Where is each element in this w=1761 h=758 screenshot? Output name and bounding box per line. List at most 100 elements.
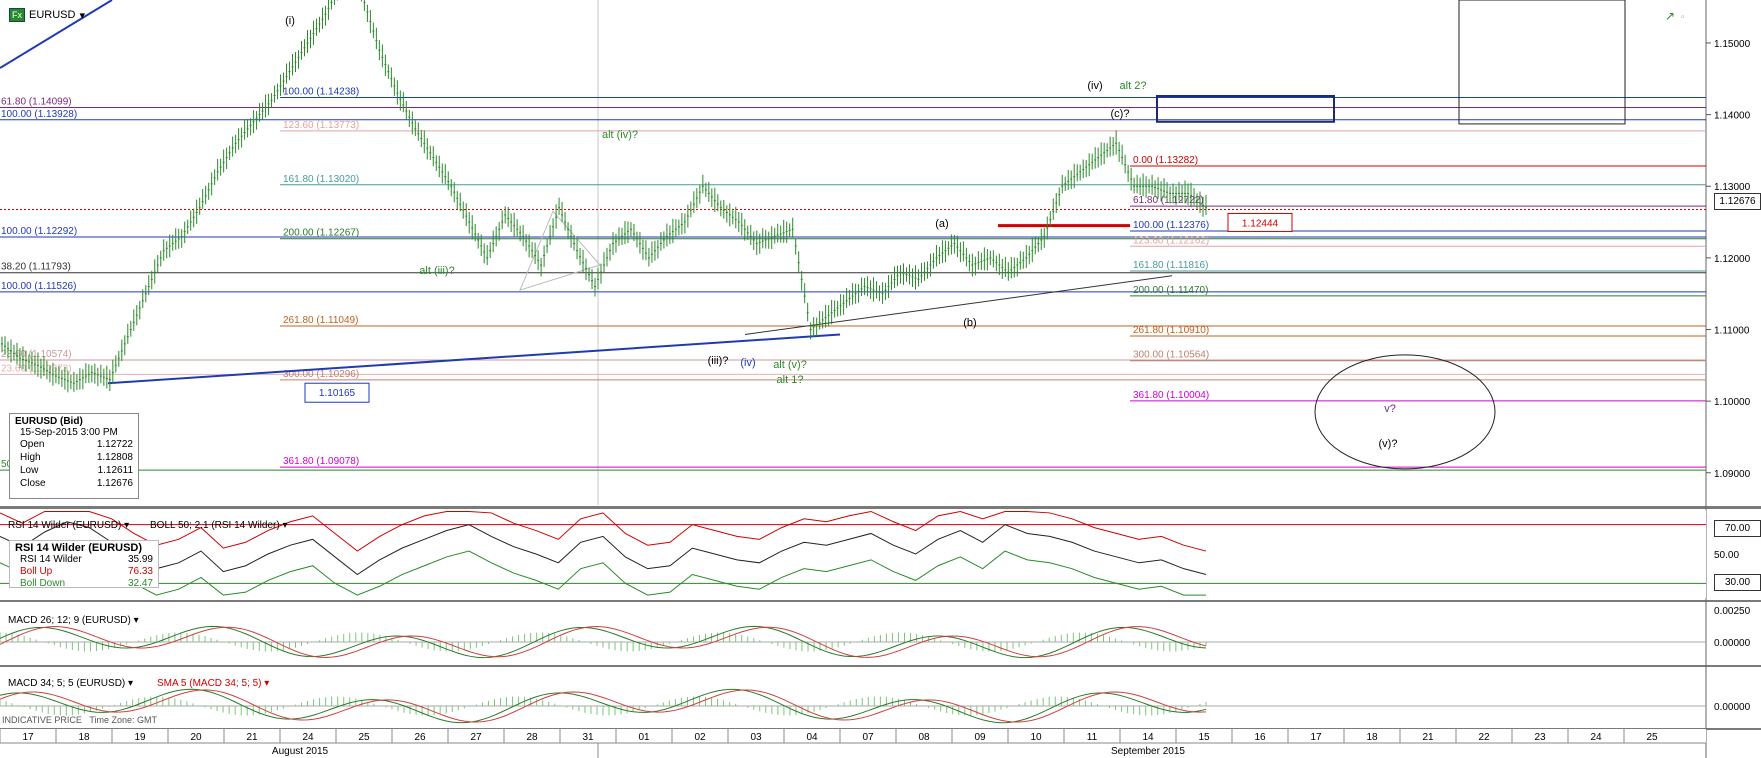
- wave-label: (iii)?: [708, 355, 729, 367]
- rsi-70-badge: 70.00: [1714, 520, 1761, 537]
- rsi-row: RSI 14 Wilder 35.99: [10, 554, 158, 566]
- red-level-label: 1.12444: [1242, 218, 1279, 229]
- fib-label: 261.80 (1.11049): [283, 315, 358, 326]
- date-label: 21: [1422, 732, 1434, 743]
- fib-label: 300.00 (1.10296): [283, 369, 359, 380]
- date-axis-bg: [0, 729, 1706, 743]
- symbol-name: EURUSD: [29, 9, 76, 21]
- price-tick-label: 1.14000: [1714, 111, 1751, 122]
- time-zone: Time Zone: GMT: [89, 715, 158, 725]
- wave-label: alt (v)?: [773, 359, 807, 371]
- fib-label: 100.00 (1.12376): [1133, 220, 1209, 231]
- date-label: 21: [246, 732, 258, 743]
- indicative-price: INDICATIVE PRICE: [2, 715, 82, 725]
- window-icon: ▫: [1681, 12, 1685, 23]
- macd-tick-label: 0.00000: [1714, 702, 1751, 713]
- target-ellipse: [1314, 354, 1496, 470]
- ohlc-datetime: 15-Sep-2015 3:00 PM: [20, 427, 118, 438]
- date-label: 15: [1198, 732, 1210, 743]
- date-label: 10: [1030, 732, 1042, 743]
- ohlc-key: Low: [20, 465, 39, 476]
- date-label: 17: [22, 732, 34, 743]
- ohlc-row: Low 1.12611: [10, 464, 138, 477]
- rsi-pane-label[interactable]: RSI 14 Wilder (EURUSD) ▾: [8, 520, 130, 531]
- trendline: [107, 333, 841, 385]
- ohlc-value: 1.12722: [96, 439, 133, 450]
- ohlc-tooltip: EURUSD (Bid) 15-Sep-2015 3:00 PM Open 1.1…: [9, 413, 139, 499]
- date-label: 20: [190, 732, 202, 743]
- fib-label: 38.20 (1.11793): [1, 262, 71, 273]
- pane-separator: [0, 506, 1761, 509]
- fib-label: 23.60 (1.10373): [1, 363, 72, 374]
- date-label: 07: [862, 732, 874, 743]
- symbol-selector[interactable]: Fx EURUSD ▾: [9, 8, 85, 22]
- pane-separator: [0, 665, 1761, 667]
- wave-label: (b): [963, 317, 976, 329]
- date-label: 31: [582, 732, 594, 743]
- fib-label: 100.00 (1.14238): [283, 87, 359, 98]
- macd-tick-label: 0.00250: [1714, 606, 1751, 617]
- ohlc-row: High 1.12808: [10, 451, 138, 464]
- boll-pane-label[interactable]: BOLL 50; 2.1 (RSI 14 Wilder) ▾: [150, 520, 288, 531]
- date-label: 14: [1142, 732, 1154, 743]
- triangle-shape: [519, 210, 601, 291]
- fib-label: 100.00 (1.13928): [1, 109, 77, 120]
- fib-label: 123.60 (1.12162): [1133, 235, 1209, 246]
- date-label: 01: [638, 732, 650, 743]
- fib-label: 361.80 (1.10004): [1133, 390, 1209, 401]
- sma-label-text: SMA 5 (MACD 34; 5; 5): [157, 678, 262, 689]
- date-label: 02: [694, 732, 706, 743]
- macd2-pane-label[interactable]: MACD 34; 5; 5 (EURUSD) ▾: [8, 678, 134, 689]
- date-label: 08: [918, 732, 930, 743]
- red-level-box: [1227, 212, 1293, 232]
- date-label: 26: [414, 732, 426, 743]
- fib-label: 61.80 (1.12722): [1133, 195, 1204, 206]
- level-box: [304, 382, 370, 403]
- chevron-down-icon[interactable]: ▾: [79, 9, 85, 22]
- boll-label-text: BOLL 50; 2.1 (RSI 14 Wilder): [150, 520, 280, 531]
- date-label: 18: [78, 732, 90, 743]
- date-label: 18: [1366, 732, 1378, 743]
- ohlc-key: High: [20, 452, 41, 463]
- price-tick-label: 1.09000: [1714, 469, 1751, 480]
- month-label: September 2015: [1111, 746, 1185, 757]
- boll-up-line: [0, 510, 1207, 552]
- draw-tool-icon: ↗: [1665, 9, 1675, 23]
- rsi-value: 35.99: [127, 554, 153, 565]
- boll-down-row: Boll Down 32.47: [10, 578, 158, 587]
- fib-label: 123.60 (1.13773): [283, 120, 359, 131]
- wave-label: (iv): [1087, 80, 1102, 92]
- macd1-pane-label[interactable]: MACD 26; 12; 9 (EURUSD) ▾: [8, 615, 139, 626]
- rsi-30-badge: 30.00: [1714, 574, 1761, 591]
- rsi-line: [0, 521, 1207, 576]
- date-label: 25: [1646, 732, 1658, 743]
- fx-badge: Fx: [9, 8, 25, 22]
- sma-pane-label[interactable]: SMA 5 (MACD 34; 5; 5) ▾: [157, 678, 270, 689]
- signal-line: [0, 626, 1207, 658]
- rsi-title: RSI 14 Wilder (EURUSD): [15, 542, 143, 554]
- fib-label: 161.80 (1.13020): [283, 174, 359, 185]
- ohlc-key: Close: [20, 478, 46, 489]
- macd1-label-text: MACD 26; 12; 9 (EURUSD): [8, 615, 131, 626]
- date-label: 28: [526, 732, 538, 743]
- wave-label: (i): [285, 15, 295, 27]
- wave-label: (a): [935, 218, 948, 230]
- fib-label: 100.00 (1.11526): [1, 281, 76, 292]
- signal-line: [0, 689, 1207, 723]
- fib-label: 23.60 (1.10574): [1, 349, 72, 360]
- ohlc-key: Open: [20, 439, 45, 450]
- date-label: 19: [134, 732, 146, 743]
- level-box-label: 1.10165: [319, 388, 356, 399]
- wave-label: alt 1?: [777, 374, 804, 386]
- fib-label: 200.00 (1.12267): [283, 228, 359, 239]
- fib-label: 361.80 (1.09078): [283, 456, 359, 467]
- rsi-tooltip: RSI 14 Wilder (EURUSD) RSI 14 Wilder 35.9…: [9, 540, 159, 588]
- fib-label: 300.00 (1.10564): [1133, 350, 1209, 361]
- fib-label: 261.80 (1.10910): [1133, 325, 1209, 336]
- macd-line: [0, 625, 1207, 659]
- ohlc-title: EURUSD (Bid): [15, 416, 83, 427]
- date-label: 27: [470, 732, 482, 743]
- rsi-label-text: RSI 14 Wilder (EURUSD): [8, 520, 122, 531]
